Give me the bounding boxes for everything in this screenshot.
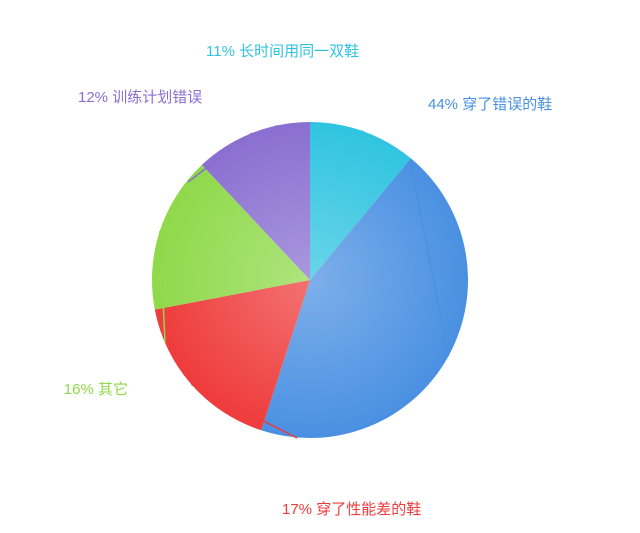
slice-percent: 11%	[206, 43, 235, 60]
slice-percent: 17%	[282, 501, 312, 518]
pie-svg	[0, 0, 640, 533]
pie-chart: 11% 长时间用同一双鞋 44% 穿了错误的鞋 17% 穿了性能差的鞋 16% …	[0, 0, 640, 533]
slice-label-same-shoes-long-time: 11% 长时间用同一双鞋	[206, 40, 359, 61]
slice-percent: 44%	[428, 96, 458, 113]
slice-percent: 16%	[64, 381, 94, 398]
slice-label-other: 16% 其它	[38, 378, 128, 399]
slice-label-wrong-training-plan: 12% 训练计划错误	[78, 86, 202, 107]
slice-text: 其它	[98, 381, 128, 398]
slice-text: 穿了错误的鞋	[462, 96, 552, 113]
slice-text: 穿了性能差的鞋	[316, 501, 421, 518]
slice-percent: 12%	[78, 89, 108, 106]
slice-label-poor-performance-shoes: 17% 穿了性能差的鞋	[282, 498, 421, 519]
slice-text: 训练计划错误	[112, 89, 202, 106]
slice-text: 长时间用同一双鞋	[239, 43, 359, 60]
slice-label-wrong-shoes: 44% 穿了错误的鞋	[428, 93, 552, 114]
